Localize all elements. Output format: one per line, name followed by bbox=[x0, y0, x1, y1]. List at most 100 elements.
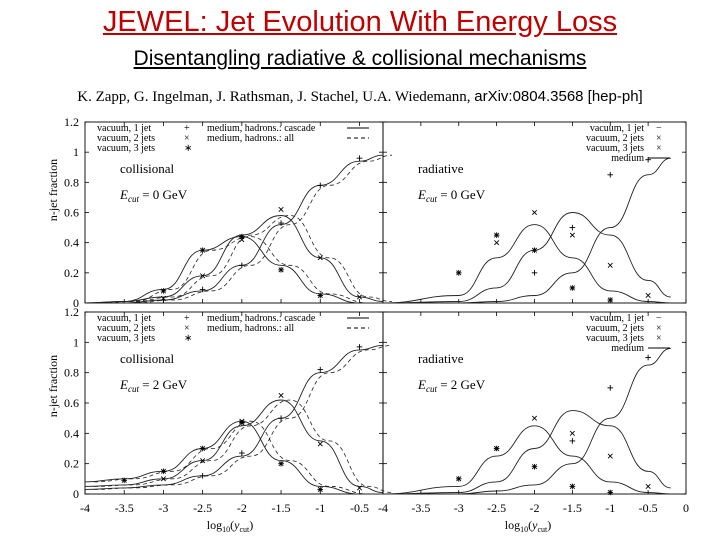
panel-top-right-vacuum-2-jets-marker bbox=[607, 262, 613, 268]
panel-top-right-vacuum-1-jet-marker bbox=[607, 171, 614, 178]
panel-top-right-vacuum-2-jets-marker bbox=[569, 232, 575, 238]
panel-top-left-ytick-label: 1.2 bbox=[64, 115, 79, 129]
citation-arxiv: arXiv:0804.3568 [hep-ph] bbox=[474, 88, 643, 105]
panel-bottom-left-legend-entry: vacuum, 3 jets bbox=[97, 333, 155, 344]
panel-bottom-right-vacuum-2-jets-marker bbox=[531, 415, 538, 421]
panel-bottom-right-annotation: Ecut = 2 GeV bbox=[417, 377, 486, 394]
panel-top-left-vacuum-1-jet-marker bbox=[356, 155, 363, 161]
panel-bottom-left-medium-1-jet-curve bbox=[84, 344, 384, 490]
panel-bottom-right-xtick-label: 0 bbox=[683, 501, 689, 515]
panel-top-right-vacuum-3-jets-marker bbox=[455, 270, 462, 276]
panel-bottom-left-legend-entry: medium, hadrons.: all bbox=[207, 323, 294, 334]
panel-bottom-right-vacuum-3-jets-marker bbox=[455, 476, 462, 482]
panel-bottom-right-xtick-label: -4 bbox=[378, 501, 388, 515]
panel-bottom-left-ytick-label: 0.2 bbox=[64, 457, 79, 471]
panel-top-right-vacuum-3-jets-marker bbox=[493, 232, 500, 238]
panel-top-left-medium-1-jet-curve bbox=[85, 154, 384, 304]
panel-bottom-right-xtick-label: -3 bbox=[454, 501, 464, 515]
panel-top-right-vacuum-1-jet-marker bbox=[569, 224, 576, 231]
panel-top-left-vacuum-2-jets-marker bbox=[160, 295, 166, 302]
panel-top-right-annotation: Ecut = 0 GeV bbox=[417, 187, 486, 204]
slide-subtitle: Disentangling radiative & collisional me… bbox=[133, 47, 587, 70]
panel-bottom-left-ytick-label: 0.4 bbox=[64, 426, 79, 440]
panel-top-left-vacuum-3-jets-marker bbox=[160, 288, 167, 294]
panel-top-left-vacuum-2-jets-marker bbox=[317, 255, 323, 261]
panel-bottom-left-xtick-label: -2.5 bbox=[193, 501, 212, 515]
panel-bottom-left-vacuum-3-jets-marker bbox=[121, 477, 128, 484]
panel-bottom-left-xtick-label: -2 bbox=[237, 501, 247, 515]
panel-top-right-legend-marker: × bbox=[656, 143, 662, 154]
panel-top-left-vacuum-3-jets-marker bbox=[199, 247, 206, 254]
panel-top-left-legend-entry: vacuum, 2 jets bbox=[97, 133, 155, 144]
panel-bottom-left-legend-entry: medium, hadrons.: cascade bbox=[207, 313, 316, 324]
panel-top-left-ytick-label: 0.2 bbox=[64, 266, 79, 280]
panel-top-left-vacuum-2-jets-marker bbox=[200, 273, 206, 279]
panel-bottom-right-legend-entry: vacuum, 3 jets bbox=[586, 333, 644, 344]
panel-bottom-right-vacuum-2-jets-marker bbox=[569, 430, 575, 436]
panel-bottom-right-legend-entry: medium bbox=[611, 343, 644, 354]
panel-bottom-right-vacuum-2-jets-marker bbox=[645, 483, 651, 489]
panel-top-left-legend-marker: + bbox=[184, 123, 190, 134]
panel-bottom-right-xtick-label: -0.5 bbox=[639, 501, 658, 515]
panel-top-right-title: radiative bbox=[418, 161, 464, 176]
panel-bottom-right-vacuum-3-jets-marker bbox=[569, 483, 576, 490]
xlabel-left: log10(ycut) bbox=[207, 518, 253, 534]
panel-bottom-right-legend-marker: × bbox=[656, 323, 662, 334]
panel-top-left-ytick-label: 1 bbox=[73, 145, 79, 159]
panel-top-right-vacuum-3-jets-marker bbox=[531, 247, 538, 254]
panel-bottom-right-medium-2-jets-curve bbox=[382, 410, 671, 495]
panel-bottom-right-medium-1-jet-curve bbox=[382, 347, 671, 495]
panel-top-right-medium-2-jets-curve bbox=[382, 212, 671, 304]
panel-bottom-left-legend-entry: vacuum, 2 jets bbox=[97, 323, 155, 334]
citation-authors: K. Zapp, G. Ingelman, J. Rathsman, J. St… bbox=[77, 89, 471, 105]
panel-top-right-medium-3-jets-curve bbox=[382, 224, 671, 304]
panel-bottom-left-ytick-label: 0.8 bbox=[64, 366, 79, 380]
panel-bottom-left-vacuum-2-jets-marker bbox=[160, 476, 166, 482]
panel-top-left-annotation: Ecut = 0 GeV bbox=[119, 187, 188, 204]
panel-top-left-medium-2-jets-curve-all bbox=[93, 215, 393, 304]
panel-bottom-left-vacuum-1-jet-marker bbox=[239, 450, 245, 456]
panel-bottom-left-xtick-label: -4 bbox=[80, 501, 90, 515]
panel-bottom-left-legend-marker: + bbox=[184, 313, 190, 324]
panel-bottom-right-legend-marker: − bbox=[656, 313, 662, 324]
panel-top-left-vacuum-3-jets-marker bbox=[317, 292, 324, 299]
panel-bottom-right-title: radiative bbox=[418, 351, 464, 366]
panel-top-right-vacuum-2-jets-marker bbox=[494, 240, 500, 246]
panel-bottom-right-legend-entry: vacuum, 2 jets bbox=[586, 323, 644, 334]
panel-bottom-right-vacuum-2-jets-marker bbox=[607, 453, 613, 459]
panel-top-right-vacuum-1-jet-marker bbox=[531, 270, 538, 276]
panel-bottom-left-vacuum-1-jet-marker bbox=[356, 344, 363, 350]
panel-top-left-legend-marker: × bbox=[184, 133, 190, 144]
panel-top-left-medium-2-jets-curve bbox=[84, 215, 384, 304]
panel-bottom-left-medium-2-jets-curve bbox=[84, 399, 384, 493]
panel-bottom-left-xtick-label: -1.5 bbox=[272, 501, 291, 515]
panel-bottom-left-vacuum-2-jets-marker bbox=[278, 392, 284, 398]
panel-top-left-legend-entry: vacuum, 3 jets bbox=[97, 143, 155, 154]
panel-bottom-left-title: collisional bbox=[120, 351, 175, 366]
slide-title: JEWEL: Jet Evolution With Energy Loss bbox=[102, 6, 618, 38]
panel-bottom-left-vacuum-1-jet-marker bbox=[317, 366, 324, 373]
panel-bottom-right-xtick-label: -2 bbox=[530, 501, 540, 515]
panel-bottom-right-xtick-label: -1 bbox=[605, 501, 615, 515]
panel-top-left-medium-3-jets-curve bbox=[84, 236, 383, 304]
panel-bottom-left-vacuum-2-jets-marker bbox=[200, 458, 206, 464]
panel-top-right-legend-entry: vacuum, 1 jet bbox=[590, 123, 644, 134]
panel-top-right-legend-entry: medium bbox=[611, 153, 644, 164]
panel-bottom-right-vacuum-1-jet-marker bbox=[645, 354, 651, 361]
panel-top-left-medium-3-jets-curve-all bbox=[93, 236, 392, 304]
panel-bottom-left-medium-1-jet-curve-all bbox=[93, 345, 393, 490]
panel-top-left-ytick-label: 0.8 bbox=[64, 175, 79, 189]
panel-bottom-left-vacuum-2-jets-marker bbox=[356, 485, 363, 491]
panel-top-left-medium-1-jet-curve-all bbox=[94, 154, 393, 304]
jet-fraction-figure: 0 0.2 0.4 0.6 0.8 1 1.2 vacuum, 1 jet + vacuum, 2… bbox=[46, 115, 689, 534]
panel-top-left-legend-entry: medium, hadrons.: cascade bbox=[207, 123, 316, 134]
panel-top-right-vacuum-3-jets-marker bbox=[607, 297, 614, 303]
panel-top-left-ytick-label: 0 bbox=[73, 296, 79, 310]
panel-top-left-ytick-label: 0.6 bbox=[64, 206, 79, 220]
panel-top-left-legend-marker: ∗ bbox=[184, 143, 192, 154]
panel-bottom-right-legend-marker: × bbox=[656, 333, 662, 344]
ylabel-top: n-jet fraction bbox=[46, 159, 60, 221]
panel-bottom-right-xtick-label: -2.5 bbox=[487, 501, 506, 515]
panel-bottom-left-vacuum-3-jets-marker bbox=[317, 486, 324, 493]
panel-bottom-left-xtick-label: -3.5 bbox=[115, 501, 134, 515]
